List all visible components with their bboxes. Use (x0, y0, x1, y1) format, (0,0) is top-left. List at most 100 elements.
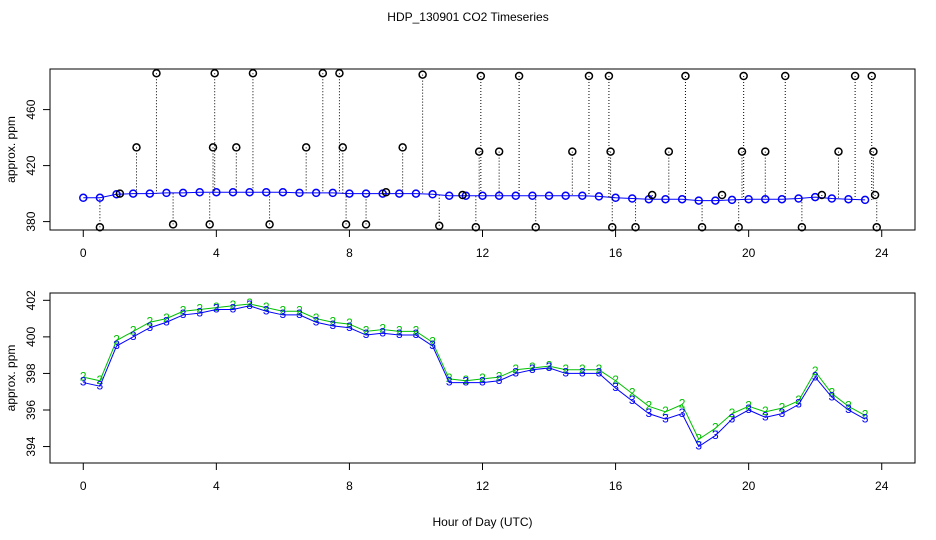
symbol-point: 2 (679, 397, 686, 411)
symbol-point: 2 (280, 303, 287, 317)
symbol-point: 3 (562, 366, 569, 380)
symbol-point: 2 (546, 358, 553, 372)
x-tick-label: 20 (742, 479, 756, 493)
symbol-point: 3 (113, 338, 120, 352)
outlier-point (647, 190, 657, 200)
symbol-point: 3 (196, 305, 203, 319)
symbol-point: 3 (729, 411, 736, 425)
symbol-point: 3 (213, 302, 220, 316)
x-axis-label: Hour of Day (UTC) (432, 515, 532, 529)
outlier-point (872, 222, 881, 232)
data-point (528, 191, 537, 200)
outlier-point (737, 147, 747, 156)
data-point (295, 188, 304, 198)
data-point (212, 187, 221, 197)
data-point (694, 196, 703, 205)
x-tick-label: 16 (609, 246, 623, 260)
symbol-point: 2 (379, 322, 386, 336)
symbol-point: 2 (828, 386, 835, 400)
y-tick-label: 380 (24, 211, 38, 231)
data-point (195, 187, 204, 197)
outlier-point (210, 68, 219, 78)
symbol-point: 3 (546, 360, 553, 374)
symbol-point: 3 (346, 320, 353, 334)
symbol-point: 2 (230, 298, 237, 312)
symbol-point: 3 (230, 302, 237, 316)
symbol-point: 2 (313, 311, 320, 325)
x-tick-label: 12 (476, 479, 490, 493)
outlier-point (604, 71, 614, 81)
outlier-point (458, 190, 467, 200)
outlier-point (664, 147, 674, 156)
outlier-point (869, 147, 878, 156)
symbol-point: 3 (662, 411, 669, 425)
y-tick-label: 460 (24, 99, 38, 119)
y-tick-label: 396 (24, 400, 38, 420)
outlier-point (361, 220, 371, 229)
symbol-point: 2 (396, 324, 403, 338)
symbol-point: 3 (396, 327, 403, 341)
symbol-point: 2 (180, 303, 187, 317)
outlier-point (115, 189, 125, 198)
symbol-point: 3 (845, 402, 852, 416)
symbol-point: 2 (163, 311, 170, 325)
symbol-point: 3 (512, 366, 519, 380)
symbol-point: 3 (745, 402, 752, 416)
symbol-point: 2 (496, 369, 503, 383)
y-axis-label: approx. ppm (4, 345, 18, 412)
symbol-point: 2 (812, 364, 819, 378)
symbol-point: 2 (346, 316, 353, 330)
data-point (395, 189, 404, 198)
symbol-point: 3 (180, 307, 187, 321)
outlier-point (335, 68, 344, 78)
data-point (611, 193, 620, 203)
outlier-point (494, 147, 504, 156)
symbol-point: 2 (80, 369, 87, 383)
data-point (245, 187, 254, 197)
y-tick-label: 420 (24, 155, 38, 175)
data-point (162, 188, 171, 198)
outlier-point (318, 68, 328, 78)
outlier-point (208, 143, 218, 152)
data-point (627, 194, 637, 203)
outlier-point (568, 147, 577, 156)
data-point (428, 190, 437, 199)
data-point (178, 188, 188, 198)
outlier-point (781, 71, 790, 81)
x-tick-label: 0 (80, 479, 87, 493)
data-point (544, 191, 554, 200)
symbol-point: 3 (280, 307, 287, 321)
data-point (79, 193, 88, 203)
data-point (561, 191, 570, 200)
symbol-point: 3 (646, 406, 653, 420)
symbol-point: 3 (429, 338, 436, 352)
y-tick-label: 394 (24, 436, 38, 456)
symbol-point: 3 (712, 428, 719, 442)
symbol-point: 3 (695, 439, 702, 453)
symbol-point: 2 (213, 300, 220, 314)
symbol-point: 3 (596, 366, 603, 380)
symbol-point: 3 (413, 327, 420, 341)
outlier-point (205, 220, 214, 229)
data-point (711, 196, 720, 205)
symbol-point: 3 (479, 375, 486, 389)
symbol-point: 3 (529, 362, 536, 376)
symbol-point: 3 (496, 373, 503, 387)
outlier-point (232, 143, 241, 152)
outlier-point (606, 147, 615, 156)
outlier-point (739, 71, 748, 81)
symbol-point: 2 (363, 324, 370, 338)
x-tick-label: 0 (80, 246, 87, 260)
symbol-point: 2 (296, 303, 303, 317)
data-point (411, 189, 421, 198)
symbol-point: 3 (163, 314, 170, 328)
symbol-point: 2 (695, 431, 702, 445)
symbol-point: 2 (196, 302, 203, 316)
symbol-point: 2 (795, 393, 802, 407)
data-point (827, 194, 837, 203)
outlier-point (152, 68, 161, 78)
data-point (744, 194, 753, 204)
x-tick-label: 24 (875, 246, 889, 260)
data-point (761, 194, 770, 204)
